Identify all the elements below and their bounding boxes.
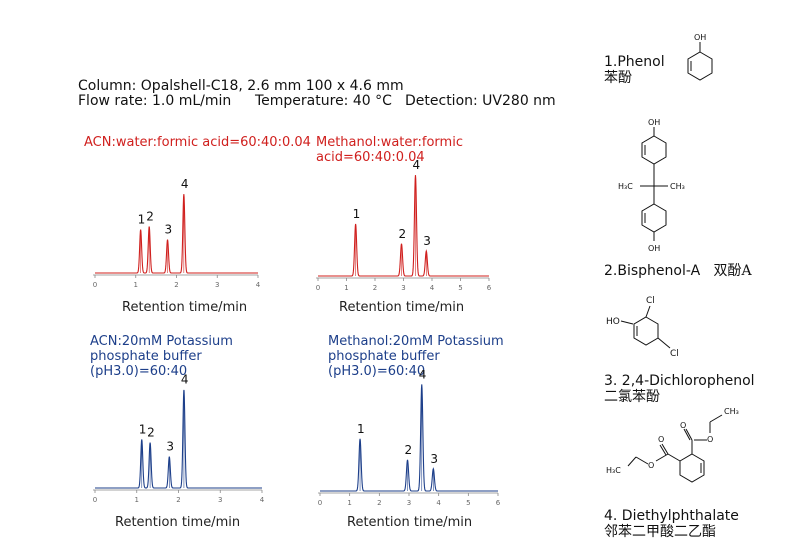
chromatogram-trace xyxy=(318,175,489,277)
chromatogram-acn-phosphate: 0 1 2 3 41 234 xyxy=(93,373,265,504)
peak-label-4: 4 xyxy=(181,373,189,387)
dep-o4: O xyxy=(648,461,654,470)
chart4-xlabel: Retention time/min xyxy=(347,515,473,530)
bpa-oh-bottom: OH xyxy=(648,244,660,253)
peak-label-1: 1 xyxy=(139,422,147,436)
dep-o3: O xyxy=(658,435,664,444)
chart3-xlabel: Retention time/min xyxy=(115,515,241,530)
x-tick-label: 3 xyxy=(218,496,222,504)
detection: Detection: UV280 nm xyxy=(405,93,556,109)
x-tick-label: 6 xyxy=(496,499,501,507)
temperature: Temperature: 40 °C xyxy=(255,93,392,109)
dep-o1: O xyxy=(707,435,713,444)
peak-label-3: 3 xyxy=(166,440,174,454)
chart1-title: ACN:water:formic acid=60:40:0.04 xyxy=(84,135,311,150)
compound-1-name: 1.Phenol 苯酚 xyxy=(604,54,665,86)
x-tick-label: 6 xyxy=(487,284,492,292)
x-tick-label: 3 xyxy=(401,284,405,292)
dcp-ho: HO xyxy=(606,317,620,327)
flow-rate: Flow rate: 1.0 mL/min xyxy=(78,93,232,109)
peak-label-2: 2 xyxy=(405,443,413,457)
peak-label-4: 4 xyxy=(412,160,420,172)
peak-label-3: 3 xyxy=(165,223,173,237)
peak-label-1: 1 xyxy=(357,422,365,436)
dcp-cl-bottom: Cl xyxy=(670,349,679,359)
x-tick-label: 2 xyxy=(373,284,377,292)
bisphenol-a-structure-icon: OH H₃C CH₃ OH xyxy=(618,118,685,253)
dep-ch3-top: CH₃ xyxy=(724,407,739,416)
compound-2-name: 2.Bisphenol-A 双酚A xyxy=(604,263,752,279)
x-tick-label: 2 xyxy=(377,499,381,507)
chromatogram-trace xyxy=(320,384,498,492)
x-tick-label: 1 xyxy=(135,496,139,504)
x-tick-label: 2 xyxy=(174,281,178,289)
x-tick-label: 1 xyxy=(344,284,348,292)
peak-label-3: 3 xyxy=(423,234,431,248)
x-tick-label: 4 xyxy=(256,281,261,289)
x-tick-label: 1 xyxy=(347,499,351,507)
x-tick-label: 4 xyxy=(436,499,441,507)
x-tick-label: 0 xyxy=(93,496,97,504)
x-tick-label: 2 xyxy=(176,496,180,504)
bpa-oh-top: OH xyxy=(648,118,660,127)
dep-o2: O xyxy=(680,421,686,430)
x-tick-label: 4 xyxy=(430,284,435,292)
peak-label-2: 2 xyxy=(399,227,407,241)
x-tick-label: 3 xyxy=(407,499,411,507)
x-tick-label: 1 xyxy=(134,281,138,289)
chromatogram-methanol-formic: 0 1 2 3 4 5 6 1 2 4 3 xyxy=(316,160,492,292)
peak-label-2: 2 xyxy=(146,210,154,224)
compound-4-name: 4. Diethylphthalate 邻苯二甲酸二乙酯 xyxy=(604,508,739,540)
x-tick-label: 3 xyxy=(215,281,219,289)
peak-label-1: 1 xyxy=(138,213,146,227)
compound-3-name: 3. 2,4-Dichlorophenol 二氯苯酚 xyxy=(604,373,755,405)
chromatogram-trace xyxy=(95,390,262,489)
dichlorophenol-structure-icon: HO Cl Cl xyxy=(606,296,679,359)
peak-label-1: 1 xyxy=(353,207,361,221)
x-tick-label: 4 xyxy=(260,496,265,504)
chart2-title: Methanol:water:formic acid=60:40:0.04 xyxy=(316,135,463,165)
column-info: Column: Opalshell-C18, 2.6 mm 100 x 4.6 … xyxy=(78,78,404,94)
x-tick-label: 0 xyxy=(93,281,97,289)
dcp-cl-top: Cl xyxy=(646,296,655,306)
chromatogram-methanol-phosphate: 0 1 2 3 4 5 6 1 2 4 3 xyxy=(318,370,501,507)
chromatogram-acn-formic: 0 1 2 3 41 234 xyxy=(93,177,261,289)
chart2-xlabel: Retention time/min xyxy=(339,300,465,315)
phenol-oh-label: OH xyxy=(694,33,706,42)
bpa-ch3-right: CH₃ xyxy=(670,182,685,191)
peak-label-4: 4 xyxy=(419,370,427,381)
peak-label-3: 3 xyxy=(430,452,438,466)
bpa-ch3-left: H₃C xyxy=(618,182,633,191)
chart1-xlabel: Retention time/min xyxy=(122,300,248,315)
chart3-title: ACN:20mM Potassium phosphate buffer (pH3… xyxy=(90,334,233,379)
phenol-structure-icon: OH xyxy=(687,33,713,81)
dep-h3c: H₃C xyxy=(606,466,621,475)
chromatogram-trace xyxy=(95,194,258,274)
peak-label-2: 2 xyxy=(147,426,155,440)
x-tick-label: 5 xyxy=(458,284,462,292)
x-tick-label: 5 xyxy=(466,499,470,507)
diethylphthalate-structure-icon: CH₃ O O O O H₃C xyxy=(606,407,739,483)
x-tick-label: 0 xyxy=(316,284,320,292)
peak-label-4: 4 xyxy=(181,177,189,191)
chart4-title: Methanol:20mM Potassium phosphate buffer… xyxy=(328,334,504,379)
x-tick-label: 0 xyxy=(318,499,322,507)
